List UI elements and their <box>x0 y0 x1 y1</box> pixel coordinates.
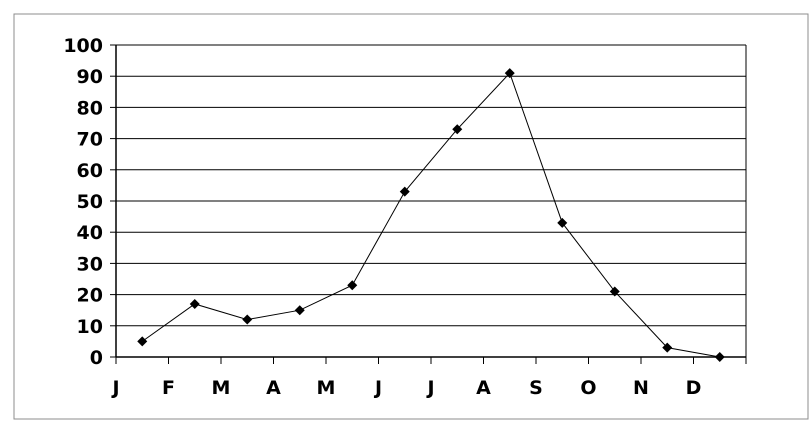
x-tick-label: D <box>686 377 702 399</box>
y-tick-label: 70 <box>77 129 103 151</box>
y-axis-tick-labels: 0 10 20 30 40 50 60 70 80 90 100 <box>63 35 103 369</box>
data-point-marker <box>137 336 148 347</box>
grid-lines <box>116 44 746 327</box>
y-tick-label: 0 <box>90 347 103 369</box>
x-tick-label: M <box>212 377 231 399</box>
data-point-marker <box>294 305 305 316</box>
x-tick-label: A <box>476 377 491 399</box>
data-point-marker <box>347 280 358 291</box>
x-tick-label: J <box>110 377 119 399</box>
x-tick-label: O <box>580 377 596 399</box>
data-point-marker <box>189 298 200 309</box>
x-tick-label: J <box>425 377 434 399</box>
data-point-marker <box>242 314 253 325</box>
y-tick-label: 20 <box>77 285 103 307</box>
y-tick-label: 100 <box>63 35 103 57</box>
x-tick-label: A <box>266 377 281 399</box>
data-point-marker <box>399 186 410 197</box>
data-point-marker <box>504 68 515 79</box>
data-point-marker <box>662 342 673 353</box>
y-tick-label: 60 <box>77 160 103 182</box>
x-tick-label: M <box>317 377 336 399</box>
y-tick-label: 30 <box>77 253 103 275</box>
series <box>137 68 725 362</box>
y-tick-label: 10 <box>77 316 103 338</box>
data-point-marker <box>714 352 725 362</box>
data-point-marker <box>557 217 568 228</box>
y-tick-label: 90 <box>77 66 103 88</box>
x-tick-label: N <box>633 377 649 399</box>
series-line <box>141 72 720 358</box>
x-tick-label: F <box>162 377 175 399</box>
axes <box>110 44 747 364</box>
x-tick-label: J <box>373 377 382 399</box>
data-point-marker <box>452 124 463 135</box>
x-tick-label: S <box>529 377 543 399</box>
chart-border <box>13 13 809 420</box>
y-tick-label: 80 <box>77 97 103 119</box>
y-tick-label: 50 <box>77 191 103 213</box>
y-tick-label: 40 <box>77 222 103 244</box>
data-point-marker <box>609 286 620 297</box>
